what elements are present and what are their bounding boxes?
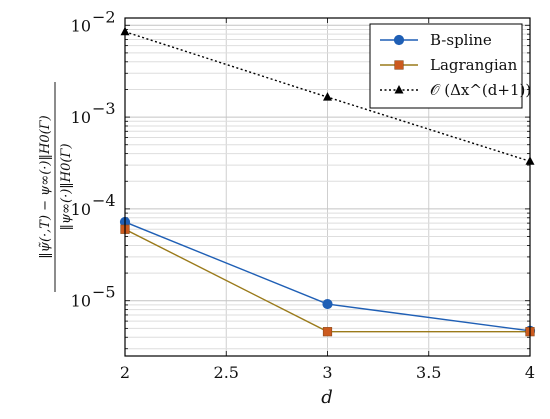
legend-label: B-spline xyxy=(430,31,492,49)
x-tick-label: 3 xyxy=(322,363,332,382)
data-point-square xyxy=(394,60,404,70)
legend-label: Lagrangian xyxy=(430,56,518,74)
legend-label: 𝒪 (Δx^(d+1)) xyxy=(430,81,531,99)
x-tick-label: 2 xyxy=(120,363,130,382)
legend-entry-0: B-spline xyxy=(380,31,492,49)
x-axis-label: d xyxy=(321,387,333,408)
data-point-square xyxy=(322,327,333,337)
legend-entry-1: Lagrangian xyxy=(380,56,518,74)
y-tick-exponent: −3 xyxy=(92,99,116,118)
legend: B-spline Lagrangian 𝒪 (Δx^(d+1)) xyxy=(369,23,531,109)
data-point-circle xyxy=(322,298,333,310)
legend-entry-2: 𝒪 (Δx^(d+1)) xyxy=(380,81,531,99)
x-tick-label: 2.5 xyxy=(214,363,239,382)
y-axis-label-numerator: ‖ψ̃(·,T) − ψ∞(·)‖H0(Γ) xyxy=(38,115,53,259)
y-tick-base: 10 xyxy=(71,16,91,35)
x-tick-label: 4 xyxy=(525,363,535,382)
y-tick-label: 10 −2 xyxy=(71,7,116,35)
y-tick-base: 10 xyxy=(71,200,91,219)
y-tick-label: 10 −3 xyxy=(71,99,116,127)
y-tick-label: 10 −4 xyxy=(71,191,116,219)
y-tick-exponent: −2 xyxy=(92,7,116,26)
y-ticks: 10−510−410−310−2 xyxy=(71,7,116,310)
grid xyxy=(124,18,531,356)
y-tick-base: 10 xyxy=(71,292,91,311)
y-axis-label: ‖ψ̃(·,T) − ψ∞(·)‖H0(Γ) ‖ψ∞(·)‖H0(Γ) xyxy=(38,82,74,292)
y-tick-base: 10 xyxy=(71,108,91,127)
x-ticks: 2 2.5 3 3.5 4 xyxy=(120,18,535,382)
data-point-circle xyxy=(393,34,405,46)
y-tick-exponent: −4 xyxy=(92,191,116,210)
y-axis-label-denominator: ‖ψ∞(·)‖H0(Γ) xyxy=(59,143,74,230)
data-point-triangle xyxy=(394,85,404,94)
y-tick-exponent: −5 xyxy=(92,283,116,302)
data-point-triangle xyxy=(323,92,332,101)
y-tick-label: 10 −5 xyxy=(71,283,116,311)
x-tick-label: 3.5 xyxy=(416,363,441,382)
